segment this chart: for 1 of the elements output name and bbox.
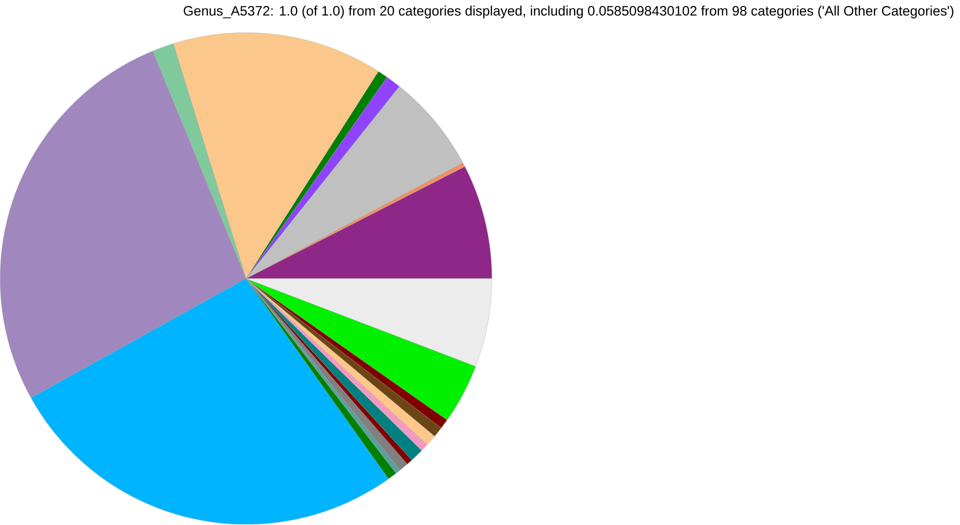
text: Genus_A5372: 1.0 (of 1.0) from 20 categories displayed, including 0.0585098430102 from 98 categories ('All Other Categories'): [184, 6, 954, 19]
